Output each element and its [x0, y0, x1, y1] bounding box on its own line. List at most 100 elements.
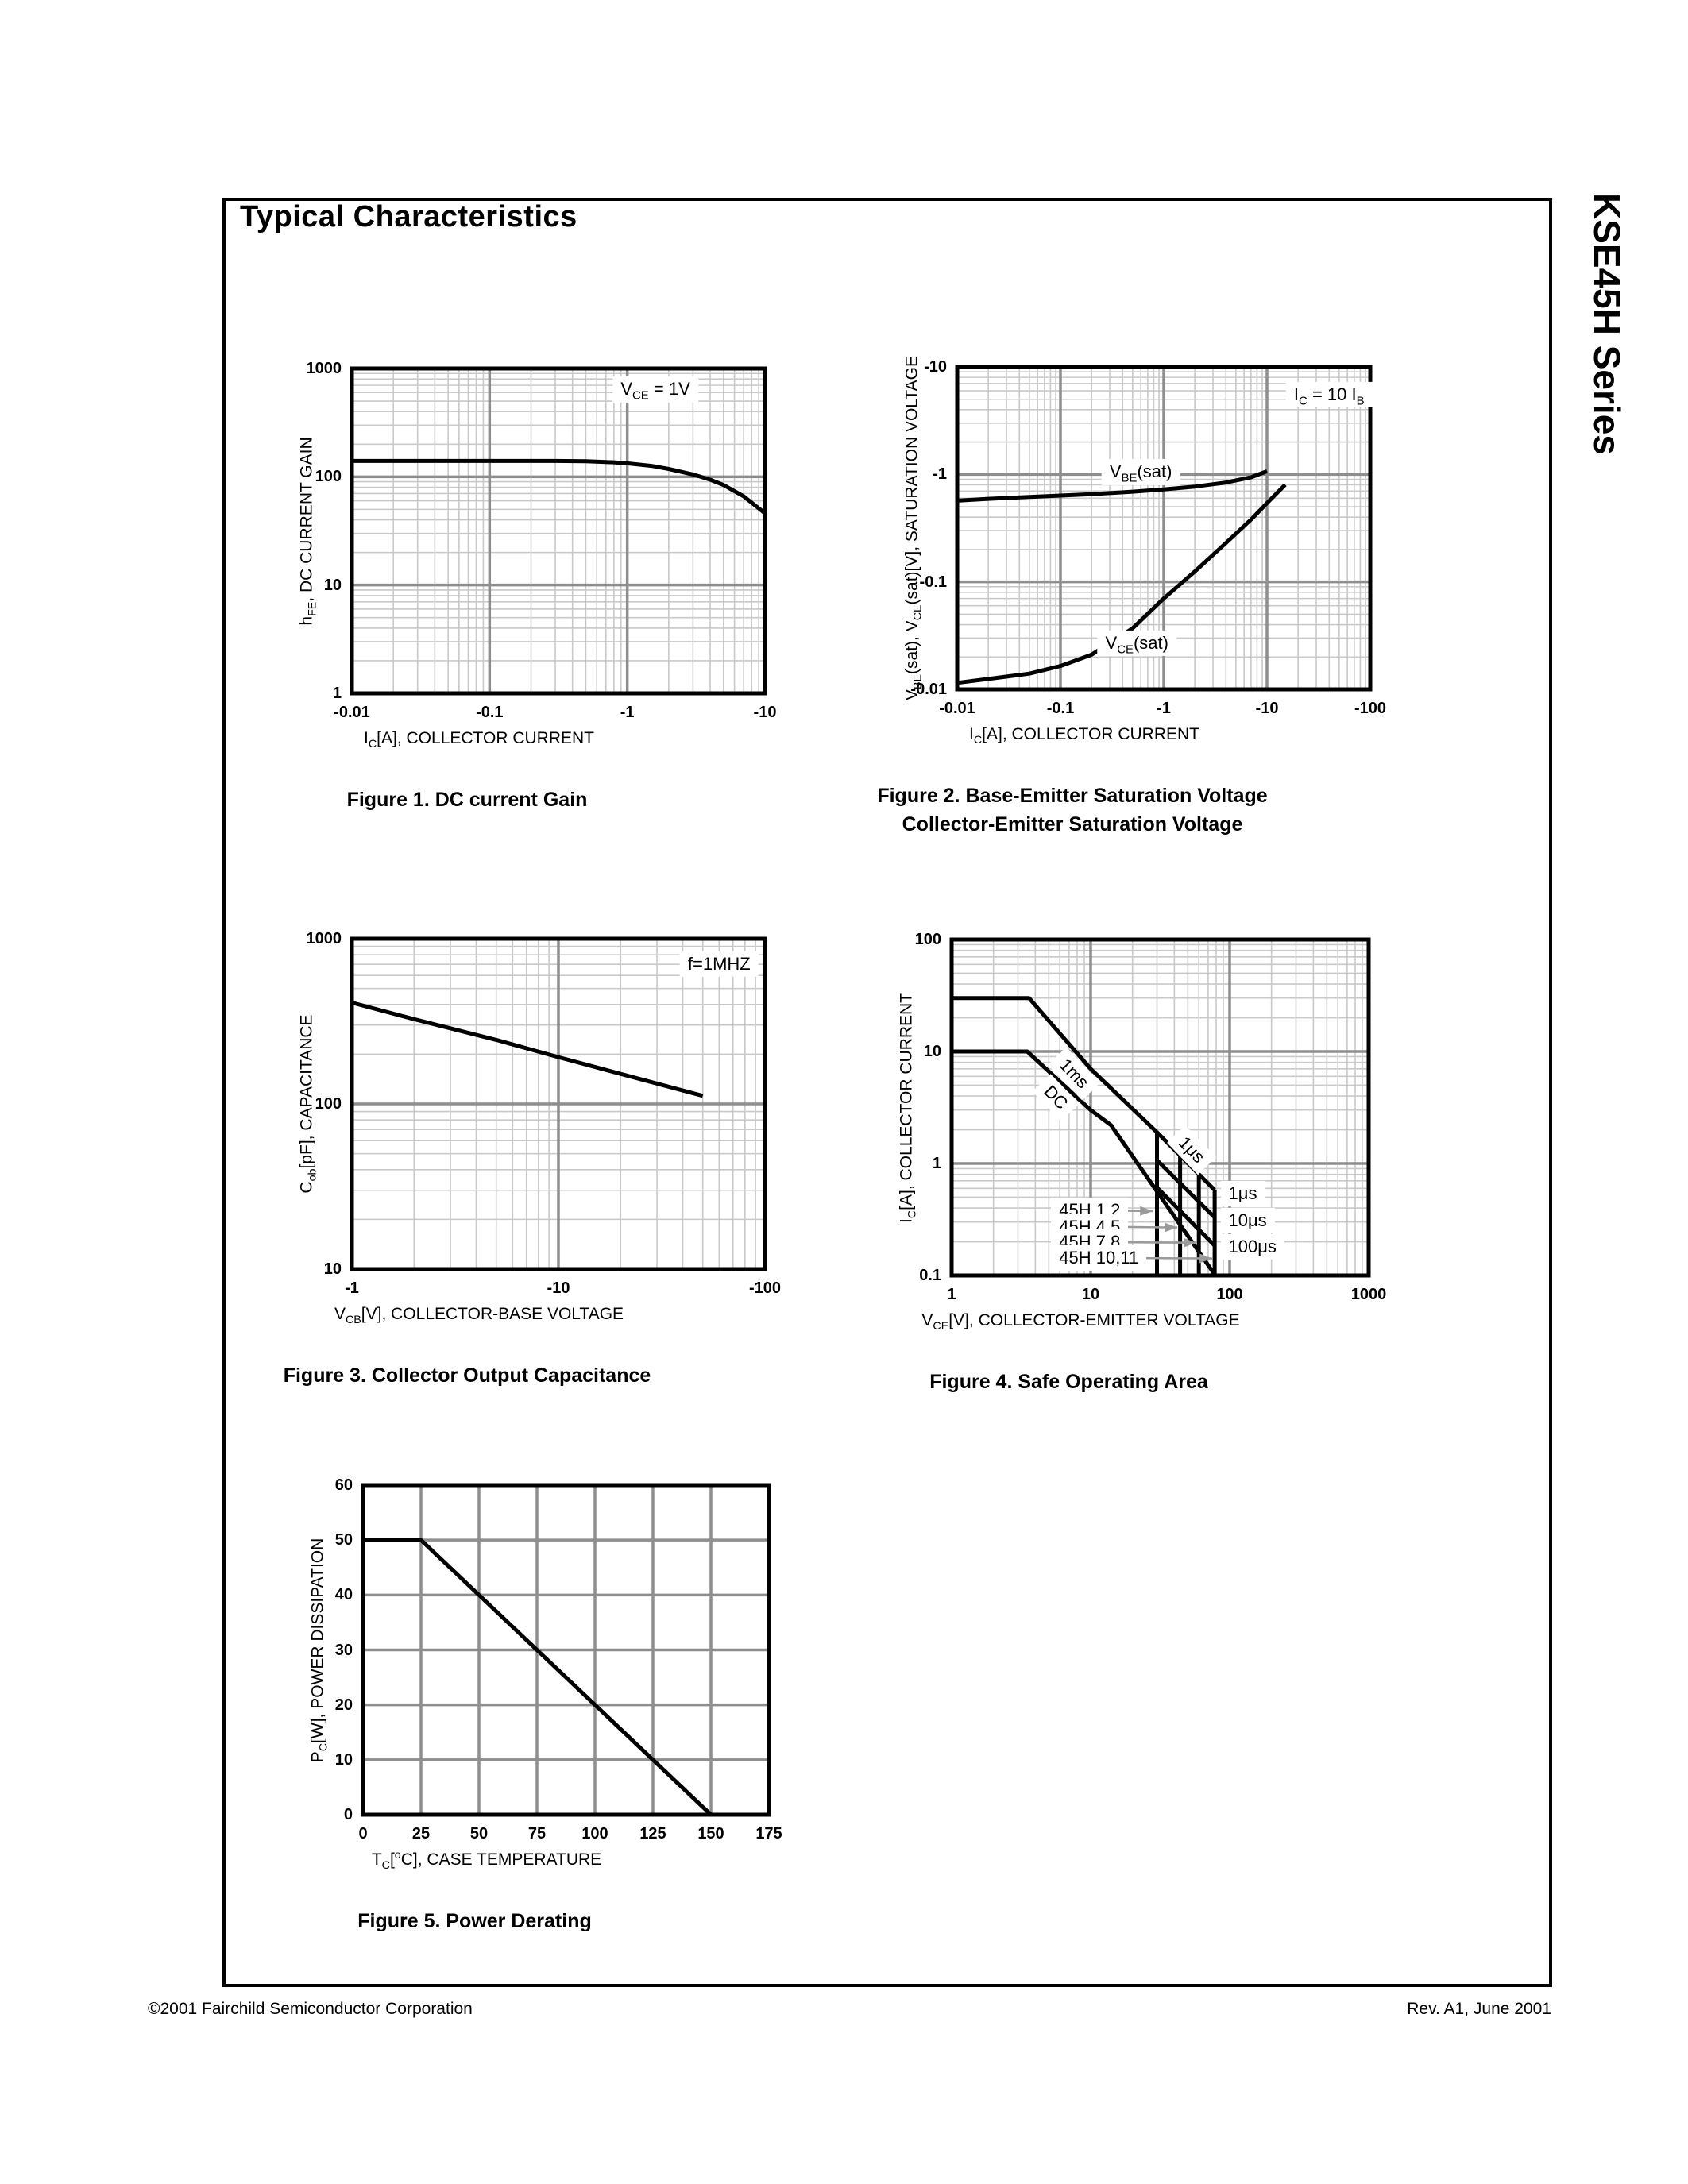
- fig4-x-axis-title: VCE[V], COLLECTOR-EMITTER VOLTAGE: [921, 1311, 1240, 1333]
- fig4-annotation-4: 10μs: [1220, 1207, 1275, 1233]
- fig2-x-tick-3: -10: [1255, 700, 1279, 717]
- fig1-y-tick-0: 1: [332, 685, 342, 702]
- fig2-x-tick-1: -0.1: [1046, 700, 1075, 717]
- fig2-x-tick-4: -100: [1354, 700, 1387, 717]
- fig4-annotation-9: 45H 10,11: [1051, 1245, 1147, 1271]
- fig1-x-axis-title: IC[A], COLLECTOR CURRENT: [364, 729, 594, 751]
- fig5-y-tick-2: 20: [334, 1696, 353, 1714]
- fig2-x-tick-0: -0.01: [939, 700, 975, 717]
- fig1-series: [352, 458, 767, 515]
- fig4-annotation-5: 100μs: [1220, 1233, 1284, 1260]
- fig5-y-axis-title: PC[W], POWER DISSIPATION: [308, 1538, 330, 1762]
- fig3-x-tick-0: -1: [345, 1279, 359, 1297]
- fig1-grid-minor: [352, 369, 765, 693]
- fig2-y-axis-title: VBE(sat), VCE(sat)[V], SATURATION VOLTAG…: [902, 355, 925, 701]
- fig4-y-tick-1: 1: [932, 1155, 941, 1172]
- fig5-x-tick-5: 125: [639, 1825, 666, 1843]
- fig4-y-tick-0: 0.1: [919, 1267, 941, 1284]
- footer-revision: Rev. A1, June 2001: [1407, 2000, 1551, 2018]
- fig4-plot-border: [949, 937, 1371, 1278]
- fig5-x-axis-title: TC[oC], CASE TEMPERATURE: [371, 1849, 602, 1873]
- fig2-plot-border: [955, 365, 1373, 692]
- fig2-y-tick-1: -0.1: [919, 573, 947, 591]
- fig1-series-hFE: [352, 458, 767, 515]
- fig5-y-tick-4: 40: [334, 1586, 353, 1604]
- fig2-y-tick-2: -1: [933, 465, 947, 484]
- fig3-series: [351, 1001, 704, 1098]
- fig4-series-DC: [952, 1049, 1217, 1276]
- fig2-series-VCE(sat): [956, 483, 1287, 685]
- fig5-caption: Figure 5. Power Derating: [357, 1910, 592, 1932]
- fig2-annotation-2: VCE(sat): [1097, 630, 1176, 656]
- fig3-annotation-0: f=1MHZ: [679, 951, 759, 978]
- footer-copyright: ©2001 Fairchild Semiconductor Corporatio…: [148, 2000, 473, 2018]
- fig1-plot-border: [350, 366, 767, 696]
- fig4-y-tick-2: 10: [923, 1043, 941, 1060]
- fig3-plot-border: [350, 936, 767, 1271]
- fig5-y-tick-6: 60: [334, 1476, 353, 1494]
- fig4-series-10us-limit: [1155, 1159, 1216, 1219]
- fig1-x-tick-0: -0.01: [334, 704, 370, 721]
- fig4-x-tick-1: 10: [1081, 1286, 1100, 1303]
- fig1-annotation-0: VCE = 1V: [612, 376, 698, 403]
- side-part-number-label: KSE45H Series: [1586, 193, 1628, 455]
- fig3-chart: [350, 936, 767, 1271]
- fig3-x-axis-title: VCB[V], COLLECTOR-BASE VOLTAGE: [334, 1305, 624, 1327]
- fig1-x-tick-3: -10: [753, 704, 777, 721]
- page-title: Typical Characteristics: [240, 200, 577, 233]
- fig3-y-tick-0: 10: [323, 1260, 342, 1278]
- fig3-y-tick-1: 100: [315, 1095, 342, 1113]
- fig5-x-tick-4: 100: [581, 1825, 608, 1843]
- fig1-chart: [350, 366, 767, 696]
- fig4-x-tick-0: 1: [947, 1286, 956, 1303]
- fig3-x-tick-1: -10: [547, 1279, 570, 1297]
- fig5-series: [363, 1538, 713, 1816]
- fig1-y-tick-2: 100: [315, 468, 342, 486]
- fig2-annotation-0: IC = 10 IB: [1285, 382, 1373, 408]
- fig5-y-tick-1: 10: [334, 1750, 353, 1769]
- fig2-caption: Figure 2. Base-Emitter Saturation Voltag…: [877, 785, 1268, 807]
- fig3-y-tick-2: 1000: [306, 930, 342, 947]
- fig5-y-tick-0: 0: [343, 1806, 353, 1823]
- fig4-x-tick-2: 100: [1216, 1286, 1243, 1303]
- fig1-y-tick-1: 10: [323, 576, 342, 594]
- fig4-y-axis-title: IC[A], COLLECTOR CURRENT: [897, 992, 919, 1223]
- fig1-x-tick-1: -0.1: [476, 704, 504, 721]
- fig5-chart: [361, 1483, 771, 1817]
- fig2-caption-line2: Collector-Emitter Saturation Voltage: [902, 813, 1243, 835]
- fig1-x-tick-2: -1: [620, 704, 635, 721]
- fig5-x-tick-7: 175: [755, 1825, 782, 1843]
- fig2-y-tick-3: -10: [924, 358, 947, 376]
- fig4-x-tick-3: 1000: [1350, 1286, 1387, 1303]
- fig1-y-axis-title: hFE, DC CURRENT GAIN: [297, 436, 319, 626]
- fig2-x-tick-2: -1: [1157, 700, 1171, 717]
- fig3-series-Cob: [351, 1001, 704, 1098]
- fig5-y-tick-3: 30: [334, 1641, 353, 1659]
- fig2-y-tick-0: -0.01: [910, 681, 947, 698]
- fig5-x-tick-1: 25: [411, 1825, 431, 1843]
- fig5-series-power-derating: [363, 1538, 713, 1816]
- fig5-x-tick-0: 0: [358, 1825, 368, 1843]
- fig4-annotation-3: 1μs: [1220, 1180, 1265, 1206]
- fig5-y-tick-5: 50: [334, 1531, 353, 1549]
- fig1-y-tick-3: 1000: [306, 360, 342, 377]
- fig5-x-tick-3: 75: [527, 1825, 547, 1843]
- fig4-y-tick-3: 100: [914, 931, 941, 948]
- fig5-x-tick-6: 150: [697, 1825, 724, 1843]
- fig5-x-tick-2: 50: [469, 1825, 489, 1843]
- fig5-plot-border: [361, 1483, 771, 1817]
- fig4-series-100us-limit: [1155, 1186, 1216, 1248]
- fig2-series-VBE(sat): [956, 469, 1268, 503]
- fig2-annotation-1: VBE(sat): [1101, 459, 1180, 485]
- fig4-chart: [949, 937, 1371, 1278]
- fig3-y-axis-title: Cob[pF], CAPACITANCE: [297, 1014, 319, 1194]
- fig3-grid-major: [352, 939, 765, 1269]
- page-border: [222, 198, 1552, 1987]
- fig3-x-tick-2: -100: [748, 1279, 782, 1297]
- fig2-series: [956, 469, 1287, 685]
- fig4-annotation-2: 1μs: [1166, 1125, 1216, 1175]
- fig3-caption: Figure 3. Collector Output Capacitance: [283, 1364, 651, 1387]
- fig1-caption: Figure 1. DC current Gain: [346, 789, 588, 811]
